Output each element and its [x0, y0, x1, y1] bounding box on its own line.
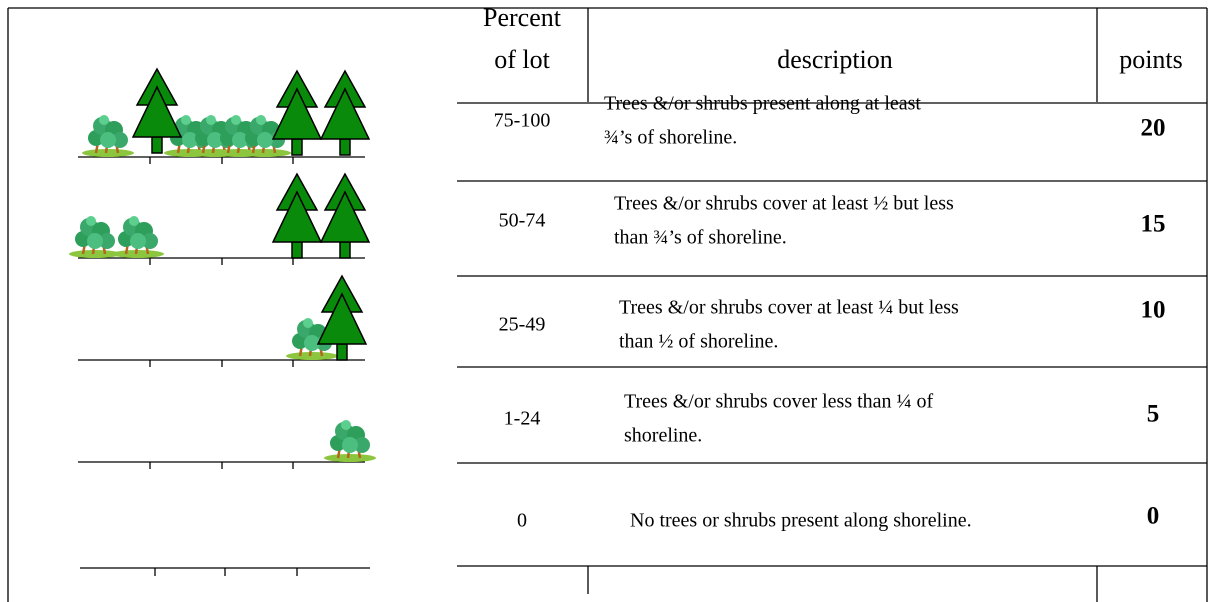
percent: 75-100 [494, 110, 551, 132]
percent: 25-49 [499, 314, 546, 336]
description: Trees &/or shrubs cover less than ¼ of [624, 391, 934, 413]
points: 0 [1147, 503, 1160, 530]
description: Trees &/or shrubs present along at least [604, 93, 921, 115]
points: 20 [1141, 115, 1166, 142]
points: 5 [1147, 401, 1160, 428]
row-lines [457, 102, 1207, 567]
percent: 0 [517, 510, 527, 532]
description: ¾’s of shoreline. [604, 127, 737, 149]
description: Trees &/or shrubs cover at least ½ but l… [614, 193, 954, 215]
header-percent: Percent [483, 3, 562, 32]
header-percent: of lot [494, 45, 550, 74]
header-points: points [1119, 45, 1183, 74]
description: Trees &/or shrubs cover at least ¼ but l… [619, 297, 959, 319]
percent: 1-24 [504, 408, 541, 430]
points: 15 [1141, 211, 1166, 238]
description: No trees or shrubs present along shoreli… [630, 510, 972, 532]
illustrations [67, 68, 378, 576]
description: than ½ of shoreline. [619, 331, 778, 353]
points: 10 [1141, 297, 1166, 324]
percent: 50-74 [499, 210, 546, 232]
description: than ¾’s of shoreline. [614, 227, 787, 249]
header-description: description [777, 45, 893, 74]
description: shoreline. [624, 425, 702, 447]
